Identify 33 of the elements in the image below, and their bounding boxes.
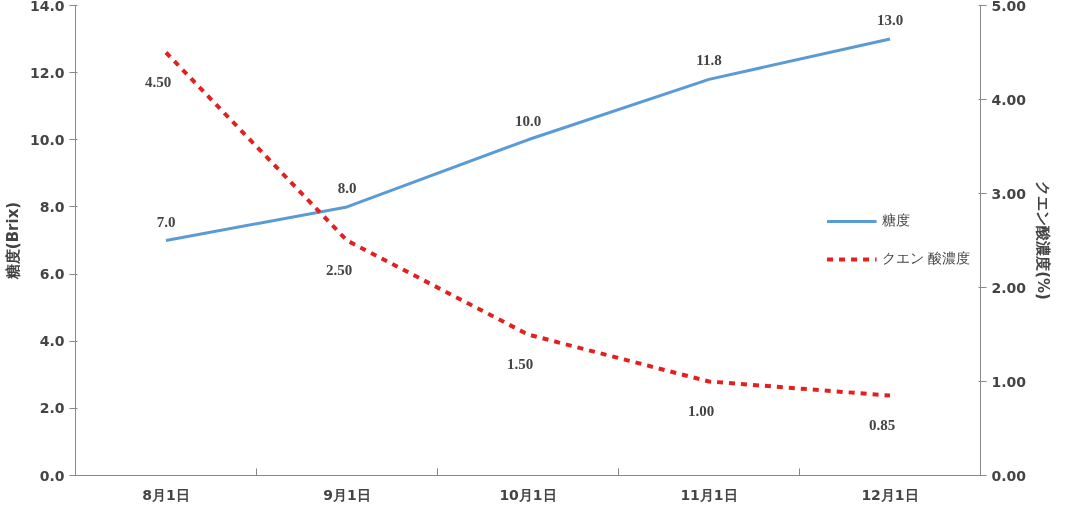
y2-tick-label: 4.00	[991, 91, 1027, 108]
data-label: 2.50	[325, 261, 353, 278]
y2-tick-label: 5.00	[991, 0, 1027, 14]
x-tick-label: 8月1日	[142, 486, 190, 503]
x-tick-label: 11月1日	[680, 486, 738, 503]
y-tick-label: 8.0	[39, 198, 65, 215]
data-label: 8.0	[337, 179, 357, 196]
x-tick-label: 9月1日	[323, 486, 371, 503]
data-label: 7.0	[156, 213, 176, 230]
y2-axis-title: クエン酸濃度(%)	[1034, 181, 1053, 300]
data-label: 4.50	[144, 73, 172, 90]
legend-label: クエン 酸濃度	[881, 250, 970, 268]
y-tick-label: 0.0	[39, 467, 65, 484]
data-label: 13.0	[876, 12, 904, 29]
legend-label: 糖度	[881, 212, 910, 230]
data-label: 1.50	[506, 355, 534, 372]
data-label: 0.85	[868, 416, 896, 433]
y-tick-label: 2.0	[39, 400, 65, 417]
x-tick-label: 12月1日	[861, 486, 919, 503]
y-tick-label: 4.0	[39, 333, 65, 350]
y-tick-label: 12.0	[29, 64, 65, 81]
data-label: 11.8	[696, 52, 722, 69]
y-tick-label: 14.0	[29, 0, 65, 14]
y-axis-title: 糖度(Brix)	[3, 201, 22, 281]
y-tick-label: 6.0	[39, 266, 65, 283]
y-tick-label: 10.0	[29, 131, 65, 148]
x-tick-label: 10月1日	[499, 486, 557, 503]
y2-tick-label: 3.00	[991, 185, 1027, 202]
y2-tick-label: 2.00	[991, 279, 1027, 296]
y2-tick-label: 1.00	[991, 373, 1027, 390]
data-label: 10.0	[514, 112, 542, 129]
data-label: 1.00	[687, 402, 715, 419]
y2-tick-label: 0.00	[991, 467, 1027, 484]
